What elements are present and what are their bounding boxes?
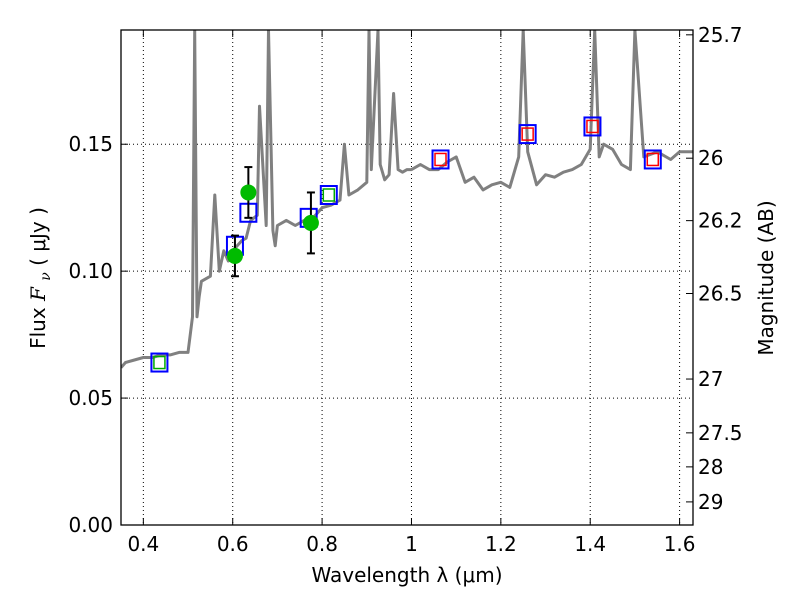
model-point bbox=[150, 352, 169, 373]
x-tick-label: 0.4 bbox=[127, 532, 159, 556]
model-point bbox=[583, 116, 602, 137]
model-point bbox=[518, 124, 537, 145]
plot-frame bbox=[120, 29, 694, 526]
model-box bbox=[319, 185, 338, 205]
model-box-inner bbox=[434, 152, 447, 167]
model-box bbox=[150, 352, 169, 373]
model-point bbox=[643, 149, 662, 170]
model-box-inner bbox=[153, 355, 166, 370]
y-axis-title-unit: ( μJy ) bbox=[26, 207, 50, 266]
y-axis-title-var: F bbox=[26, 286, 50, 302]
y2-axis: 25.7 26 26.2 26.5 27 27.5 28 29 bbox=[686, 23, 743, 514]
observed-marker bbox=[302, 214, 319, 231]
y-tick-label: 0.10 bbox=[68, 259, 113, 283]
x-tick-label: 0.8 bbox=[306, 532, 338, 556]
model-box bbox=[643, 149, 662, 170]
x-tick-label: 1.2 bbox=[485, 532, 517, 556]
model-box-inner bbox=[322, 188, 336, 202]
observed-marker bbox=[240, 184, 257, 201]
observed-marker bbox=[226, 247, 243, 264]
x-axis-title: Wavelength λ (μm) bbox=[311, 563, 502, 587]
model-point bbox=[431, 149, 450, 170]
plot-area bbox=[121, 30, 693, 373]
y2-tick-label: 29 bbox=[698, 490, 723, 514]
model-box-inner bbox=[521, 127, 534, 141]
y2-tick-label: 26 bbox=[698, 146, 723, 170]
y2-tick-label: 25.7 bbox=[698, 23, 743, 47]
model-box bbox=[518, 124, 537, 145]
model-box bbox=[583, 116, 602, 137]
y-tick-label: 0.00 bbox=[68, 513, 113, 537]
model-box-inner bbox=[646, 152, 660, 167]
y2-tick-label: 28 bbox=[698, 455, 723, 479]
y2-tick-label: 27 bbox=[698, 367, 723, 391]
observed-point bbox=[302, 191, 319, 255]
y-axis-title: Flux F ν ( μJy ) bbox=[26, 207, 55, 349]
observed-point bbox=[240, 166, 257, 219]
y-tick-label: 0.05 bbox=[68, 386, 113, 410]
model-box-inner bbox=[586, 119, 599, 134]
model-point bbox=[319, 185, 338, 205]
y2-tick-label: 26.2 bbox=[698, 209, 743, 233]
y2-tick-label: 27.5 bbox=[698, 421, 743, 445]
y-axis-title-sub: ν bbox=[38, 272, 54, 281]
y-axis-title-group: Flux F ν ( μJy ) bbox=[26, 207, 55, 349]
y-axis-title-prefix: Flux bbox=[26, 301, 50, 349]
x-tick-label: 1 bbox=[405, 532, 418, 556]
observed-point bbox=[226, 234, 243, 278]
y-tick-label: 0.15 bbox=[68, 132, 113, 156]
x-tick-label: 1.4 bbox=[574, 532, 606, 556]
y-axis: 0.00 0.05 0.10 0.15 bbox=[68, 132, 128, 537]
x-tick-label: 1.6 bbox=[664, 532, 696, 556]
y2-axis-title: Magnitude (AB) bbox=[754, 200, 778, 355]
model-box bbox=[431, 149, 450, 170]
y2-tick-label: 26.5 bbox=[698, 281, 743, 305]
spectrum-line bbox=[121, 30, 693, 369]
x-axis: 0.4 0.6 0.8 1 1.2 1.4 1.6 bbox=[127, 30, 696, 556]
x-tick-label: 0.6 bbox=[217, 532, 249, 556]
spectrum-layer bbox=[121, 30, 693, 369]
observed-points-layer bbox=[226, 166, 319, 278]
